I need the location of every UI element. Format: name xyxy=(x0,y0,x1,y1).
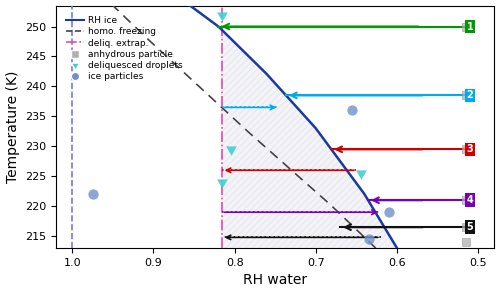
Point xyxy=(462,225,470,229)
Point xyxy=(88,192,96,197)
Text: 3: 3 xyxy=(466,144,473,154)
Point xyxy=(218,12,226,17)
Point xyxy=(364,237,372,241)
Point xyxy=(348,108,356,113)
Point xyxy=(462,93,470,98)
Point xyxy=(462,24,470,29)
Legend: RH ice, homo. freezing, deliq. extrap., anhydrous particle, deliquesced droplets: RH ice, homo. freezing, deliq. extrap., … xyxy=(63,13,186,85)
Text: 1: 1 xyxy=(466,21,473,32)
X-axis label: RH water: RH water xyxy=(243,273,308,287)
Point xyxy=(462,240,470,245)
Point xyxy=(218,180,226,185)
Point xyxy=(385,210,393,214)
Text: 5: 5 xyxy=(466,222,473,232)
Point xyxy=(462,198,470,202)
Point xyxy=(356,171,364,176)
Text: 4: 4 xyxy=(466,195,473,205)
Text: 2: 2 xyxy=(466,91,473,100)
Point xyxy=(226,147,234,152)
Y-axis label: Temperature (K): Temperature (K) xyxy=(6,71,20,183)
Point xyxy=(462,147,470,152)
